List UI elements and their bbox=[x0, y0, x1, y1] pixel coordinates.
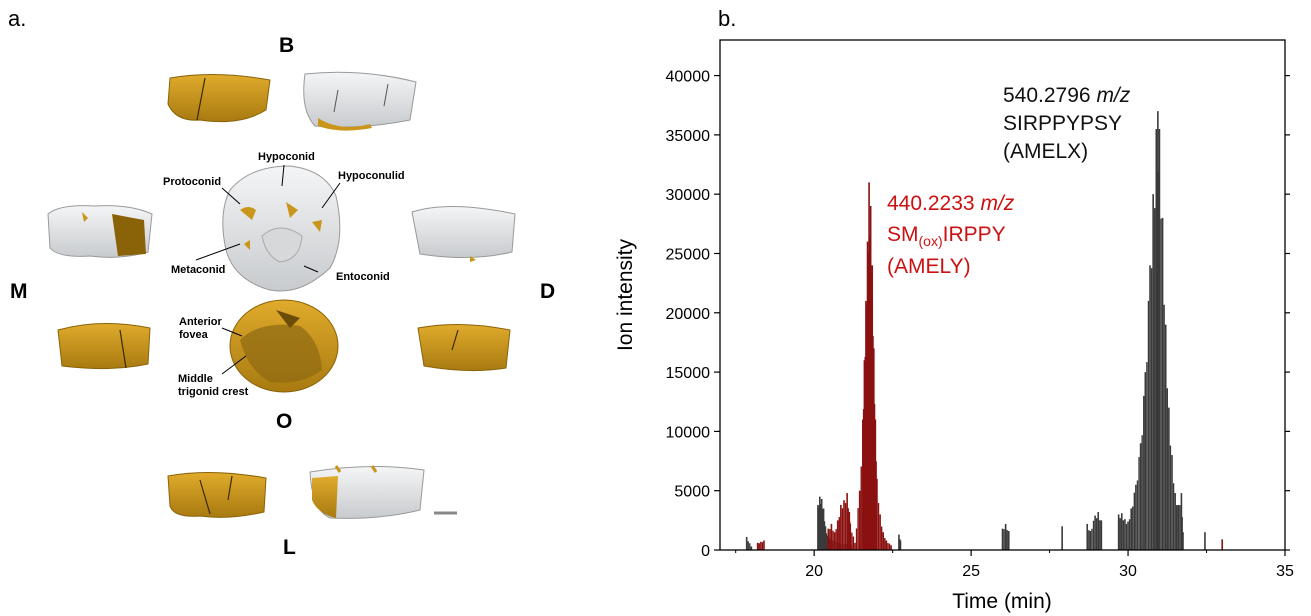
orientation-occlusal: O bbox=[276, 410, 293, 433]
label-metaconid: Metaconid bbox=[171, 264, 226, 276]
orientation-distal: D bbox=[540, 280, 556, 303]
amelx-mz-value: 540.2796 bbox=[1003, 84, 1091, 107]
label-anterior-fovea-line2: fovea bbox=[179, 329, 208, 341]
label-hypoconulid: Hypoconulid bbox=[338, 170, 405, 182]
series-amelx bbox=[745, 111, 1206, 550]
y-tick-label: 15000 bbox=[666, 365, 711, 382]
tooth-distal-gold bbox=[417, 323, 511, 372]
orientation-lingual: L bbox=[283, 536, 296, 559]
series-layer bbox=[745, 111, 1224, 550]
amelx-sequence: SIRPPYPSY bbox=[1003, 112, 1122, 135]
label-hypoconid: Hypoconid bbox=[258, 151, 315, 163]
amelx-mz-label: 540.2796 m/z bbox=[1003, 84, 1131, 107]
amely-sequence: SM(ox)IRPPY bbox=[887, 223, 1006, 249]
tooth-buccal-gold bbox=[167, 73, 271, 123]
y-tick-label: 35000 bbox=[666, 128, 711, 145]
y-tick-label: 30000 bbox=[666, 187, 711, 204]
y-tick-label: 25000 bbox=[666, 246, 711, 263]
label-middle-trigonid-crest: Middle trigonid crest bbox=[178, 373, 248, 399]
amely-seq-sub: (ox) bbox=[919, 233, 943, 249]
orientation-mesial: M bbox=[10, 280, 28, 303]
label-anterior-fovea: Anterior fovea bbox=[179, 316, 222, 342]
panel-a-label: a. bbox=[8, 6, 27, 31]
y-tick-label: 5000 bbox=[674, 484, 710, 501]
tooth-renders bbox=[47, 71, 516, 519]
orientation-buccal: B bbox=[279, 34, 295, 57]
x-tick-label: 30 bbox=[1119, 563, 1137, 580]
y-tick-label: 40000 bbox=[666, 69, 711, 86]
series-amely bbox=[756, 182, 1224, 550]
amely-mz-unit: m/z bbox=[980, 192, 1014, 215]
label-anterior-fovea-line1: Anterior bbox=[179, 316, 222, 328]
x-tick-label: 25 bbox=[962, 563, 980, 580]
x-tick-label: 20 bbox=[805, 563, 823, 580]
y-tick-label: 0 bbox=[701, 543, 710, 560]
amelx-mz-unit: m/z bbox=[1096, 84, 1130, 107]
label-middle-trigonid-line2: trigonid crest bbox=[178, 386, 249, 398]
amely-seq-suffix: IRPPY bbox=[943, 223, 1006, 246]
y-tick-label: 10000 bbox=[666, 424, 711, 441]
y-tick-label: 20000 bbox=[666, 306, 711, 323]
amely-mz-value: 440.2233 bbox=[887, 192, 975, 215]
tooth-mesial-gold bbox=[57, 323, 151, 370]
label-protoconid: Protoconid bbox=[163, 176, 222, 188]
amely-protein: (AMELY) bbox=[887, 255, 971, 278]
x-axis-label: Time (min) bbox=[952, 590, 1052, 613]
x-tick-label: 35 bbox=[1276, 563, 1294, 580]
plot-frame bbox=[719, 39, 1286, 551]
label-middle-trigonid-line1: Middle bbox=[178, 373, 213, 385]
y-axis-label: Ion intensity bbox=[614, 238, 637, 351]
amely-mz-label: 440.2233 m/z bbox=[887, 192, 1015, 215]
label-entoconid: Entoconid bbox=[336, 271, 390, 283]
tooth-distal-white bbox=[411, 205, 516, 259]
amely-seq-prefix: SM bbox=[887, 223, 919, 246]
amelx-protein: (AMELX) bbox=[1003, 140, 1088, 163]
panel-b-label: b. bbox=[718, 6, 737, 31]
tooth-lingual-gold bbox=[167, 471, 267, 518]
axis-layer: 0 5000 10000 15000 20000 25000 30000 35000 40000… bbox=[666, 69, 1295, 580]
